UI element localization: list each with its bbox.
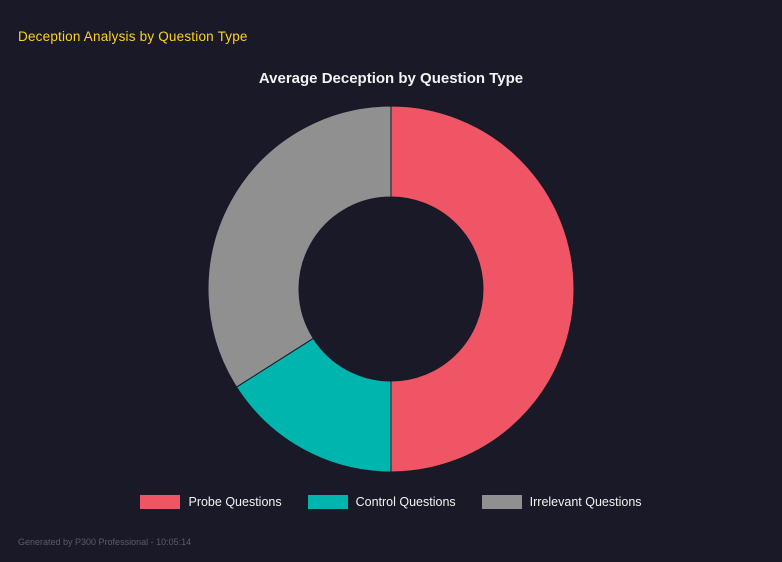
donut-segment-1[interactable] <box>235 337 392 473</box>
page-title: Deception Analysis by Question Type <box>18 29 248 44</box>
legend-label: Irrelevant Questions <box>529 495 642 509</box>
donut-chart <box>207 105 575 473</box>
chart-title: Average Deception by Question Type <box>258 70 524 87</box>
footer-text: Generated by P300 Professional - 10:05:1… <box>18 537 192 547</box>
legend-label: Probe Questions <box>188 495 282 509</box>
legend-item-control[interactable]: Control Questions <box>307 495 456 509</box>
legend-item-irrelevant[interactable]: Irrelevant Questions <box>481 495 642 509</box>
page-footer: Generated by P300 Professional - 10:05:1… <box>18 532 191 550</box>
legend-swatch <box>140 495 181 509</box>
donut-segment-2[interactable] <box>207 105 392 388</box>
legend-swatch <box>481 495 522 509</box>
legend-swatch <box>307 495 348 509</box>
chart-block: Average Deception by Question Type Probe… <box>0 70 782 509</box>
legend-label: Control Questions <box>355 495 456 509</box>
page-header: Deception Analysis by Question Type <box>0 0 782 46</box>
donut-segment-0[interactable] <box>390 105 575 473</box>
legend-item-probe[interactable]: Probe Questions <box>140 495 282 509</box>
legend: Probe Questions Control Questions Irrele… <box>140 495 642 509</box>
